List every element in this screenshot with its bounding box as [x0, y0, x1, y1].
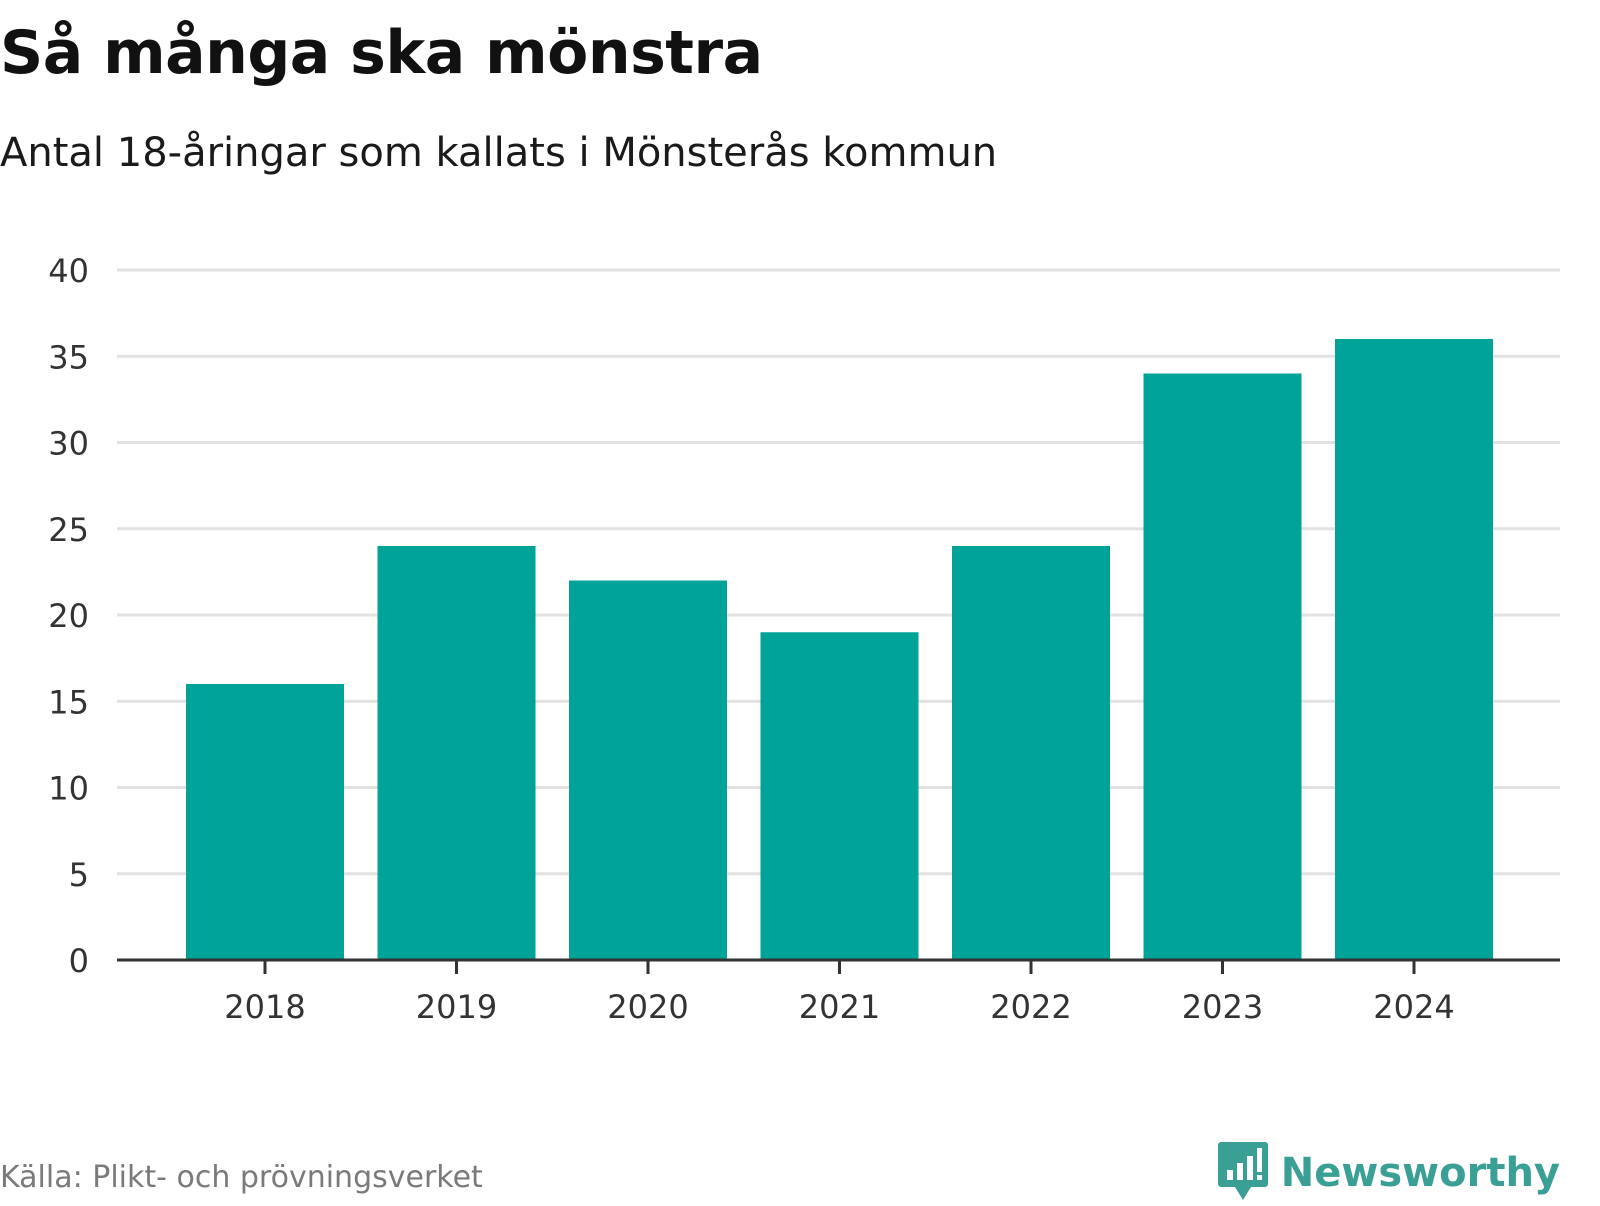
x-tick-label: 2019 — [416, 988, 497, 1026]
bar-2024 — [1335, 339, 1493, 960]
x-tick-label: 2018 — [224, 988, 305, 1026]
y-tick-label: 0 — [69, 942, 89, 980]
bar-2022 — [952, 546, 1110, 960]
source-note: Källa: Plikt- och prövningsverket — [0, 1160, 483, 1195]
x-tick-label: 2020 — [607, 988, 688, 1026]
chart-title: Så många ska mönstra — [0, 18, 763, 88]
y-tick-label: 30 — [48, 425, 89, 463]
brand-logo: Newsworthy — [1217, 1140, 1560, 1206]
x-tick-label: 2022 — [990, 988, 1071, 1026]
y-tick-label: 40 — [48, 252, 89, 290]
y-tick-label: 15 — [48, 683, 89, 721]
bar-2019 — [377, 546, 536, 960]
bar-2020 — [569, 580, 727, 960]
y-tick-label: 5 — [69, 856, 89, 894]
chart-subtitle: Antal 18-åringar som kallats i Mönsterås… — [0, 130, 998, 176]
bars — [186, 339, 1493, 960]
newsworthy-logo-icon — [1217, 1140, 1269, 1206]
y-tick-label: 20 — [48, 597, 89, 635]
bar-chart: 0 5 10 15 20 25 30 35 40 2018 2019 2020 2021 2022 2023… — [48, 252, 1560, 1026]
x-tick-label: 2024 — [1373, 988, 1454, 1026]
bar-2018 — [186, 684, 344, 960]
bar-2023 — [1143, 373, 1302, 960]
axes: 0 5 10 15 20 25 30 35 40 2018 2019 2020 2021 2022 2023… — [48, 252, 1560, 1026]
bar-2021 — [760, 632, 919, 960]
y-tick-label: 25 — [48, 511, 89, 549]
y-tick-label: 35 — [48, 338, 89, 376]
y-tick-label: 10 — [48, 770, 89, 808]
x-tick-label: 2021 — [799, 988, 880, 1026]
brand-name: Newsworthy — [1280, 1150, 1560, 1196]
x-tick-label: 2023 — [1182, 988, 1263, 1026]
